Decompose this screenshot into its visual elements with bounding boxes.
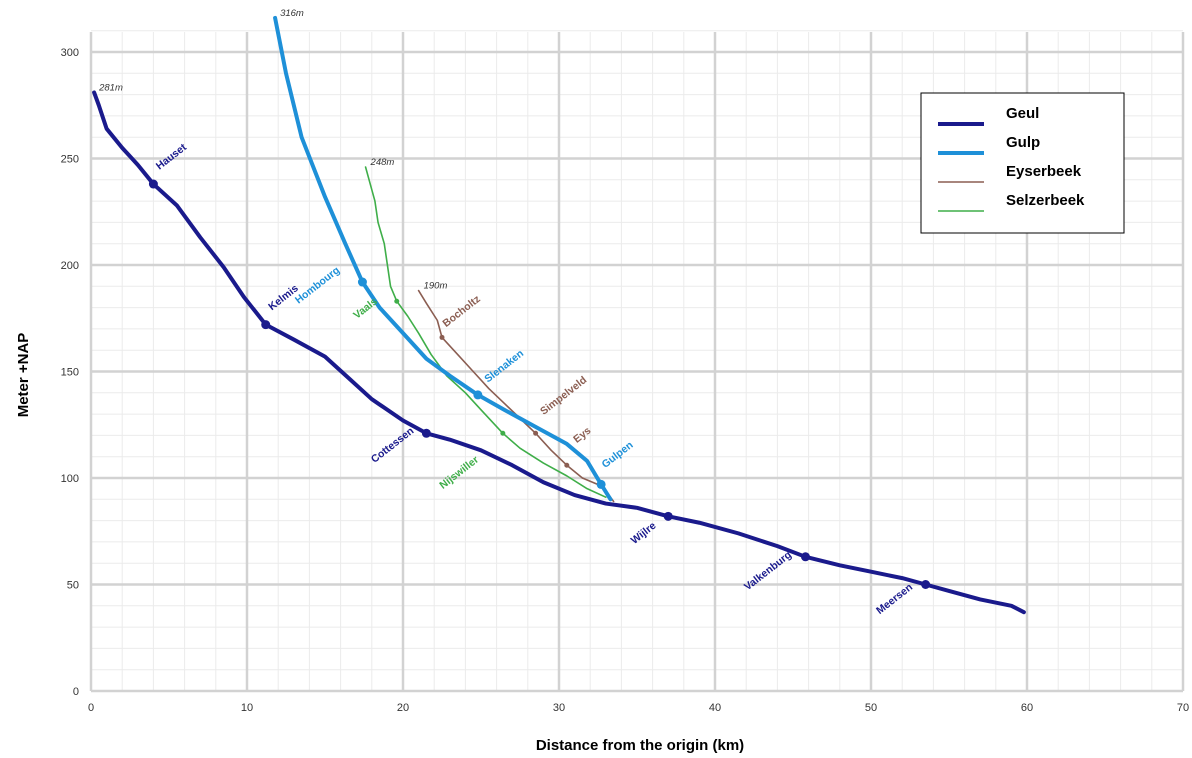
place-label-bocholtz: Bocholtz [440,293,482,330]
y-tick-label: 200 [61,260,79,272]
major-grid [89,32,1185,693]
place-label-hauset: Hauset [154,141,189,172]
place-label-gulpen: Gulpen [600,439,636,471]
y-tick-label: 0 [73,686,79,698]
legend: Geul Gulp Eyserbeek Selzerbeek [920,92,1125,234]
y-axis-ticks: 0 50 100 150 200 250 300 [61,47,79,698]
marker-cottessen [421,428,431,438]
y-tick-label: 100 [61,473,79,485]
place-label-cottessen: Cottessen [369,425,416,466]
x-tick-label: 10 [241,702,253,714]
series-line-geul [92,90,1026,615]
label-layer: HausetKelmisCottessenWijlreValkenburgMee… [98,8,915,617]
elevation-annotation-eyserbeek: 190m [424,281,448,292]
place-label-hombourg: Hombourg [293,264,342,306]
marker-vaals [394,298,400,304]
marker-valkenburg [800,552,810,562]
marker-eys [564,462,570,468]
legend-items: Geul Gulp Eyserbeek Selzerbeek [938,105,1085,212]
x-tick-label: 30 [553,702,565,714]
x-axis-ticks: 0 10 20 30 40 50 60 70 [88,702,1189,714]
legend-label-eyserbeek: Eyserbeek [1006,163,1082,180]
marker-bocholtz [439,334,445,340]
legend-box [920,92,1125,234]
y-axis-title: Meter +NAP [15,333,32,418]
y-tick-label: 250 [61,154,79,166]
y-tick-label: 150 [61,367,79,379]
place-label-wijlre: Wijlre [629,520,659,547]
marker-meersen [921,580,931,589]
elevation-annotation-selzerbeek: 248m [370,157,395,168]
legend-label-selzerbeek: Selzerbeek [1006,192,1085,209]
marker-gulpen [596,479,606,489]
x-tick-label: 0 [88,702,94,714]
legend-label-geul: Geul [1006,105,1039,122]
y-tick-label: 300 [61,47,79,59]
y-tick-label: 50 [67,580,79,592]
marker-hombourg [357,277,367,287]
marker-slenaken [473,390,483,400]
series-line-gulp [273,15,613,502]
marker-hauset [148,179,158,189]
x-tick-label: 40 [709,702,721,714]
place-label-nijswiller: Nijswiller [437,454,481,492]
x-axis-title: Distance from the origin (km) [536,737,744,754]
x-tick-label: 20 [397,702,409,714]
series-line-eyserbeek [417,289,615,503]
series-layer [92,15,1026,615]
legend-label-gulp: Gulp [1006,134,1040,151]
place-label-meersen: Meersen [874,581,915,617]
elevation-annotation-gulp: 316m [280,8,304,19]
place-label-valkenburg: Valkenburg [742,549,794,593]
marker-nijswiller [500,430,506,436]
x-tick-label: 50 [865,702,877,714]
x-tick-label: 70 [1177,702,1189,714]
series-line-selzerbeek [364,166,607,498]
marker-wijlre [663,511,673,521]
marker-layer [148,179,931,589]
elevation-annotation-geul: 281m [98,82,123,93]
marker-kelmis [261,320,271,330]
place-label-slenaken: Slenaken [482,347,526,385]
marker-simpelveld [533,430,539,436]
x-tick-label: 60 [1021,702,1033,714]
place-label-simpelveld: Simpelveld [538,374,589,418]
